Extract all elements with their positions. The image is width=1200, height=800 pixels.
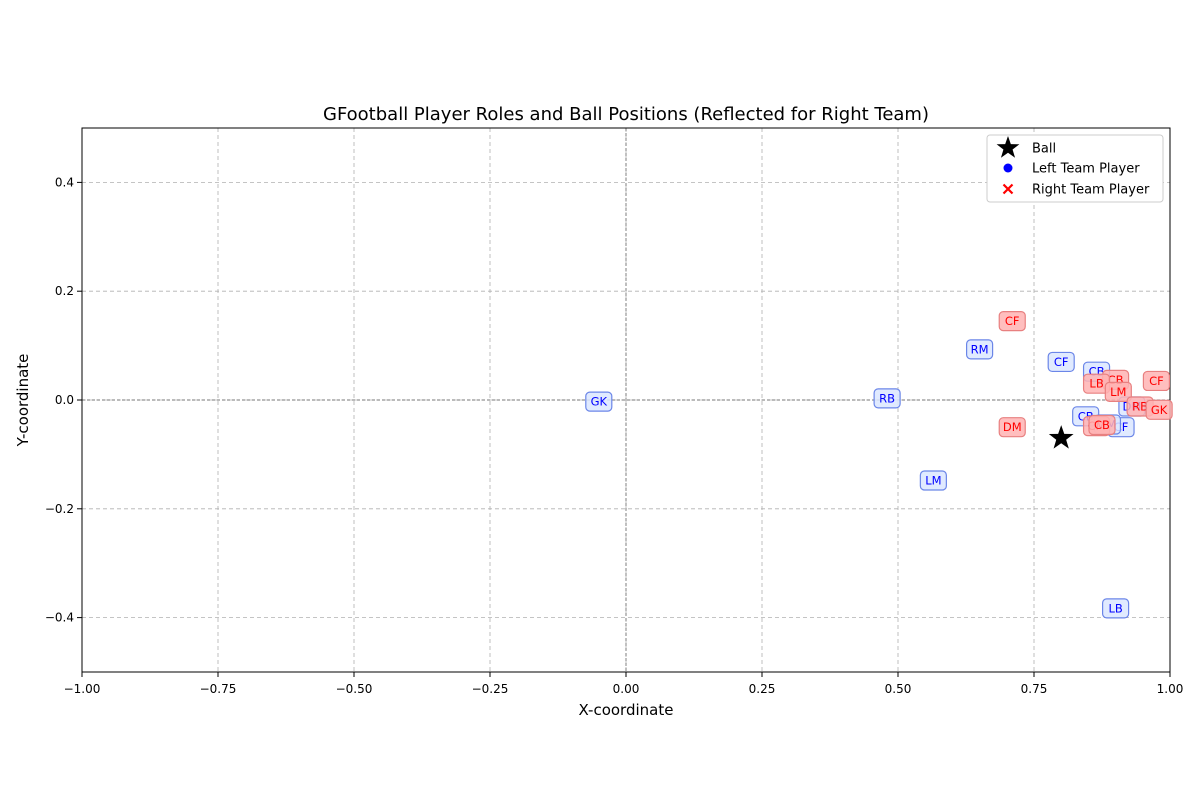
player-role-label: GK	[1151, 403, 1168, 417]
player-label-box	[873, 388, 901, 409]
zero-lines	[82, 128, 1170, 672]
left-player-rb: RB	[873, 388, 901, 409]
x-tick-label: 0.75	[1021, 682, 1048, 696]
legend-entry-label: Left Team Player	[1032, 162, 1140, 177]
ball-layer	[1048, 425, 1074, 449]
data-points: GKRBRMCFCBCBCFDMCMLMLBCFCBLBLMCFRBGKDMCM…	[585, 311, 1173, 619]
chart-title: GFootball Player Roles and Ball Position…	[323, 104, 929, 125]
player-label-box	[1088, 414, 1116, 436]
legend-ball-star-icon	[996, 136, 1020, 158]
player-role-label: LM	[925, 474, 941, 488]
right-player-cf: CF	[998, 311, 1026, 332]
ticks: −1.00 −0.75 −0.50 −0.25 0.00 0.25 0.50 0.75 1.00…	[45, 175, 1184, 696]
right-player-cf: CF	[1142, 370, 1171, 392]
x-tick-label: −0.50	[336, 682, 373, 696]
left-player-cf: CF	[1047, 351, 1075, 373]
player-role-label: LB	[1089, 377, 1103, 391]
player-role-label: LM	[1110, 385, 1126, 399]
player-label-box	[585, 391, 613, 412]
x-tick-label: 0.25	[749, 682, 776, 696]
legend-right-team-x-icon	[1002, 183, 1014, 195]
left-player-lm: LM	[919, 470, 947, 491]
right-player-lb: LB	[1082, 373, 1111, 394]
y-tick-label: −0.2	[45, 502, 74, 516]
player-label-box	[998, 417, 1026, 438]
y-tick-label: 0.0	[55, 393, 74, 407]
left-player-lb: LB	[1101, 598, 1130, 619]
player-role-label: RM	[971, 342, 989, 356]
x-tick-label: −0.25	[472, 682, 509, 696]
legend: Ball Left Team Player Right Team Player	[986, 134, 1164, 203]
player-role-label: LB	[1108, 601, 1122, 615]
y-axis-label: Y-coordinate	[14, 354, 32, 448]
legend-entry-label: Ball	[1032, 142, 1056, 157]
ball-star-icon	[1048, 425, 1074, 449]
player-label-box	[1104, 381, 1132, 402]
y-tick-label: 0.2	[55, 284, 74, 298]
player-role-label: RB	[1132, 400, 1148, 414]
x-tick-label: 1.00	[1157, 682, 1184, 696]
player-label-box	[1101, 598, 1130, 619]
right-player-dm: DM	[998, 417, 1026, 438]
right-player-lm: LM	[1104, 381, 1132, 402]
right-player-cb: CB	[1088, 414, 1116, 436]
player-role-label: RB	[879, 391, 895, 405]
player-label-box	[919, 470, 947, 491]
player-role-label: CB	[1094, 418, 1110, 432]
legend-box	[986, 134, 1164, 203]
player-label-box	[1142, 370, 1171, 392]
x-tick-label: −0.75	[200, 682, 237, 696]
player-role-label: CF	[1149, 374, 1164, 388]
x-tick-label: −1.00	[64, 682, 101, 696]
y-tick-label: 0.4	[55, 175, 74, 189]
player-role-label: CF	[1054, 355, 1069, 369]
left-player-rm: RM	[965, 339, 994, 360]
player-label-box	[998, 311, 1026, 332]
legend-entry-label: Right Team Player	[1032, 183, 1150, 198]
player-label-box	[1145, 399, 1173, 420]
player-role-label: CF	[1005, 314, 1020, 328]
right-player-gk: GK	[1145, 399, 1173, 420]
x-tick-label: 0.50	[885, 682, 912, 696]
player-label-box	[1047, 351, 1075, 373]
x-axis-label: X-coordinate	[579, 701, 674, 719]
legend-left-team-dot-icon	[1003, 163, 1013, 173]
player-role-label: DM	[1003, 420, 1022, 434]
y-tick-label: −0.4	[45, 611, 74, 625]
player-label-box	[965, 339, 994, 360]
x-tick-label: 0.00	[613, 682, 640, 696]
left-player-gk: GK	[585, 391, 613, 412]
player-role-label: GK	[591, 395, 608, 409]
